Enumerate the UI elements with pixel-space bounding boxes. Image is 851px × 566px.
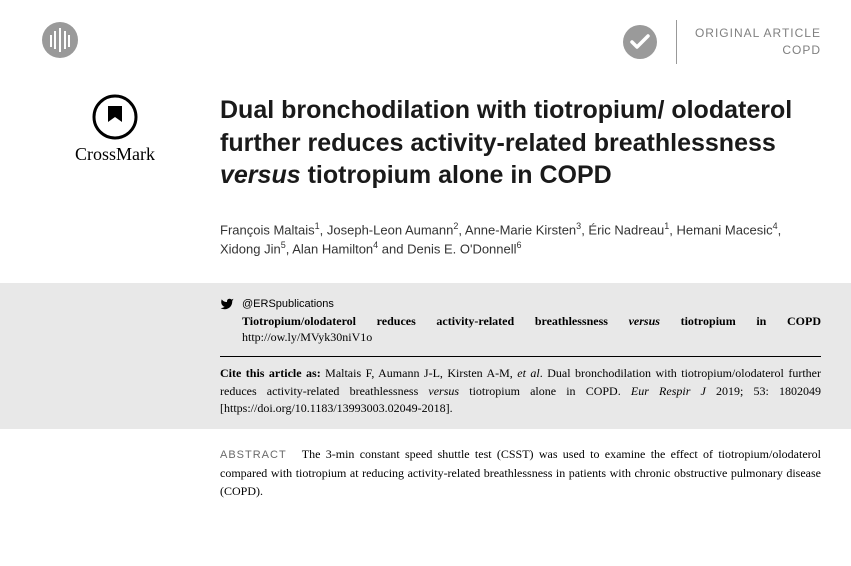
social-headline: Tiotropium/olodaterol reduces activity-r… xyxy=(242,314,821,328)
authors-list: François Maltais1, Joseph-Leon Aumann2, … xyxy=(220,220,821,260)
title-column: Dual bronchodilation with tiotropium/ ol… xyxy=(190,94,821,259)
highlight-divider xyxy=(220,356,821,357)
social-row: @ERSpublications Tiotropium/olodaterol r… xyxy=(220,295,821,356)
article-type: ORIGINAL ARTICLE COPD xyxy=(695,25,821,59)
top-bar: ORIGINAL ARTICLE COPD xyxy=(0,0,851,74)
abstract-label: ABSTRACT xyxy=(220,449,287,461)
crossmark-label: CrossMark xyxy=(40,144,190,165)
citation-text: Cite this article as: Maltais F, Aumann … xyxy=(220,365,821,417)
twitter-icon xyxy=(220,297,234,311)
header-right: ORIGINAL ARTICLE COPD xyxy=(622,20,821,64)
article-type-line2: COPD xyxy=(695,42,821,59)
header-divider xyxy=(676,20,677,64)
social-link[interactable]: http://ow.ly/MVyk30niV1o xyxy=(242,330,372,344)
social-handle: @ERSpublications xyxy=(242,298,334,310)
social-text: @ERSpublications Tiotropium/olodaterol r… xyxy=(242,295,821,346)
abstract-text: The 3-min constant speed shuttle test (C… xyxy=(220,447,821,498)
check-badge-icon xyxy=(622,24,658,60)
main-area: CrossMark Dual bronchodilation with tiot… xyxy=(0,74,851,259)
journal-logo-icon xyxy=(40,20,80,60)
highlight-box: @ERSpublications Tiotropium/olodaterol r… xyxy=(0,283,851,429)
article-title: Dual bronchodilation with tiotropium/ ol… xyxy=(220,94,821,192)
article-type-line1: ORIGINAL ARTICLE xyxy=(695,25,821,42)
crossmark-block[interactable]: CrossMark xyxy=(40,94,190,259)
crossmark-icon xyxy=(92,94,138,140)
abstract-block: ABSTRACT The 3-min constant speed shuttl… xyxy=(0,429,851,500)
